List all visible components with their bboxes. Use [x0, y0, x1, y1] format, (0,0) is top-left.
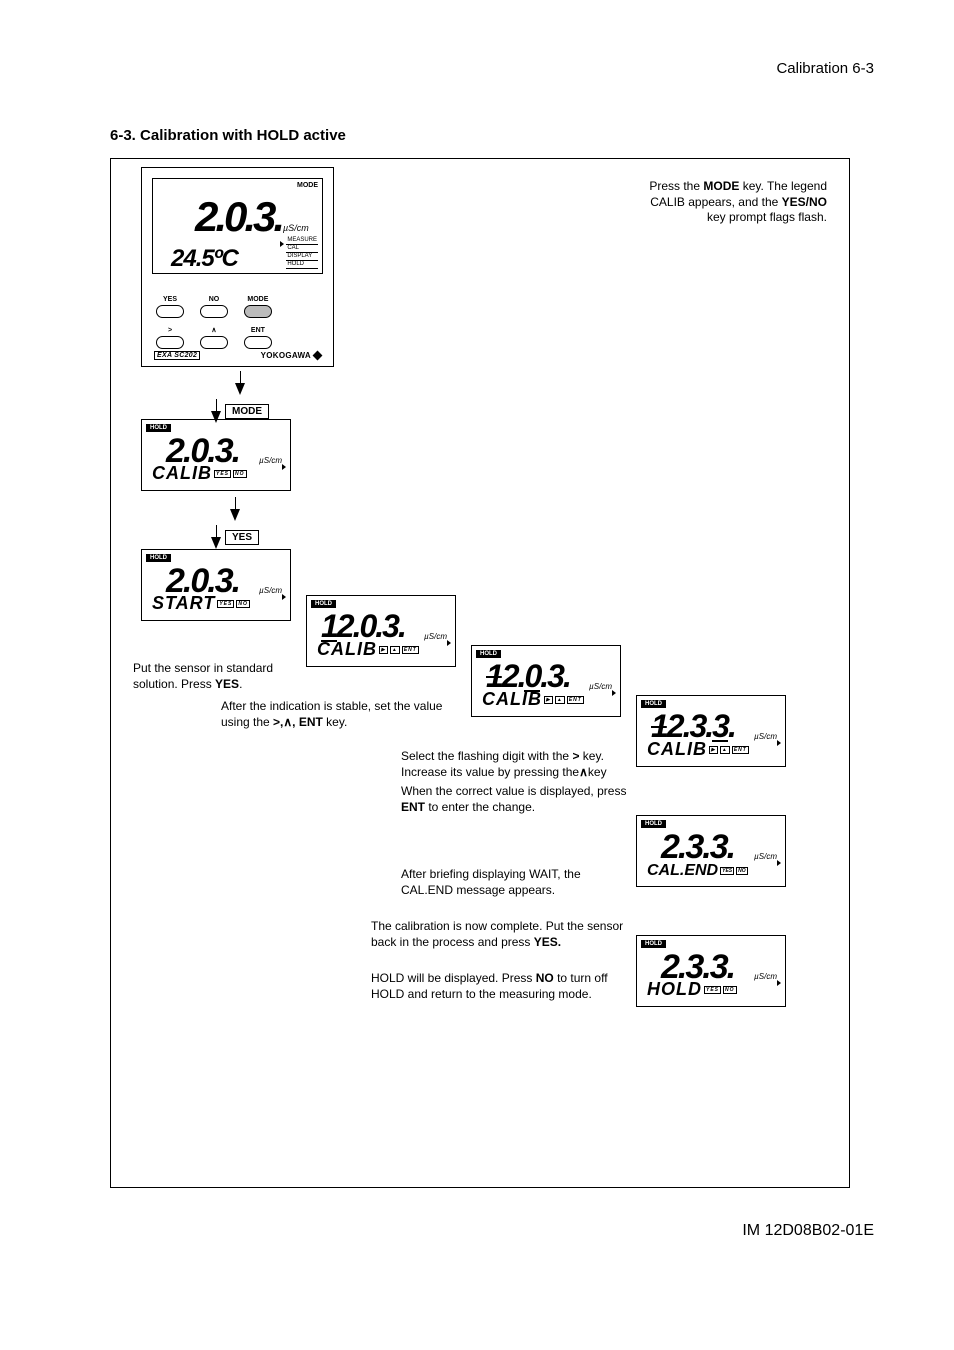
hold-tag: HOLD	[146, 424, 171, 432]
instr-hold-off: HOLD will be displayed. Press NO to turn…	[371, 971, 631, 1002]
panel-hold: HOLD 2.3.3. µS/cm HOLDYESNO	[636, 935, 786, 1007]
panel-start: HOLD 2.0.3. µS/cm STARTYESNO	[141, 549, 291, 621]
pointer-icon	[280, 241, 284, 247]
panel-second: CALIB▶▲ENT	[482, 689, 584, 710]
hold-tag: HOLD	[641, 820, 666, 828]
page-footer: IM 12D08B02-01E	[110, 1222, 874, 1240]
panel-calib-4: HOLD 12.3.3. µS/cm CALIB▶▲ENT	[636, 695, 786, 767]
ent-button[interactable]	[244, 336, 272, 349]
hold-tag: HOLD	[146, 554, 171, 562]
panel-calib-2: HOLD 12.0.3. µS/cm CALIB▶▲ENT	[306, 595, 456, 667]
panel-second: CALIBYESNO	[152, 463, 247, 484]
pointer-icon	[282, 464, 286, 470]
panel-second: CAL.ENDYESNO	[647, 862, 748, 880]
pointer-icon	[777, 980, 781, 986]
panel-unit: µS/cm	[259, 456, 282, 465]
hold-tag: HOLD	[641, 700, 666, 708]
panel-calend: HOLD 2.3.3. µS/cm CAL.ENDYESNO	[636, 815, 786, 887]
device: MODE 2.0.3. µS/cm 24.5ºC MEASURE CAL DIS…	[141, 167, 334, 367]
intro-text: Press the MODE key. The legend CALIB app…	[647, 179, 827, 226]
instr-after-stable: After the indication is stable, set the …	[221, 699, 471, 730]
mode-label: MODE	[297, 182, 318, 189]
no-button[interactable]	[200, 305, 228, 318]
device-main-value: 2.0.3.	[195, 193, 282, 241]
pointer-icon	[777, 860, 781, 866]
pointer-icon	[447, 640, 451, 646]
panel-unit: µS/cm	[754, 732, 777, 741]
panel-unit: µS/cm	[259, 586, 282, 595]
panel-second: CALIB▶▲ENT	[317, 639, 419, 660]
panel-second: HOLDYESNO	[647, 979, 737, 1000]
diamond-icon	[313, 351, 323, 361]
yes-step-label: YES	[225, 530, 259, 545]
hold-tag: HOLD	[641, 940, 666, 948]
mode-button[interactable]	[244, 305, 272, 318]
right-button[interactable]	[156, 336, 184, 349]
step-yes: YES	[211, 497, 259, 549]
panel-unit: µS/cm	[589, 682, 612, 691]
page-header: Calibration 6-3	[110, 60, 874, 77]
section-title: 6-3. Calibration with HOLD active	[110, 127, 874, 144]
up-button[interactable]	[200, 336, 228, 349]
panel-unit: µS/cm	[424, 632, 447, 641]
step-mode: MODE	[211, 371, 269, 423]
panel-calib-3: HOLD 12.0.3. µS/cm CALIB▶▲ENT	[471, 645, 621, 717]
panel-second: STARTYESNO	[152, 593, 250, 614]
device-screen: MODE 2.0.3. µS/cm 24.5ºC MEASURE CAL DIS…	[152, 178, 323, 274]
device-brand: EXA SC202 YOKOGAWA	[154, 351, 321, 360]
instr-put-sensor: Put the sensor in standard solution. Pre…	[133, 661, 298, 692]
hold-tag: HOLD	[311, 600, 336, 608]
device-side-labels: MEASURE CAL DISPLAY HOLD	[286, 237, 318, 269]
panel-calib-1: HOLD 2.0.3. µS/cm CALIBYESNO	[141, 419, 291, 491]
pointer-icon	[282, 594, 286, 600]
device-buttons: YES NO MODE > ∧ ENT	[156, 296, 319, 349]
pointer-icon	[612, 690, 616, 696]
panel-second: CALIB▶▲ENT	[647, 739, 749, 760]
instr-complete: The calibration is now complete. Put the…	[371, 919, 631, 950]
instr-select-digit: Select the flashing digit with the > key…	[401, 749, 631, 780]
panel-unit: µS/cm	[754, 972, 777, 981]
device-temp: 24.5ºC	[171, 245, 238, 273]
page: Calibration 6-3 6-3. Calibration with HO…	[0, 0, 954, 1280]
hold-tag: HOLD	[476, 650, 501, 658]
pointer-icon	[777, 740, 781, 746]
mode-step-label: MODE	[225, 404, 269, 419]
instr-wait: After briefing displaying WAIT, the CAL.…	[401, 867, 621, 898]
panel-unit: µS/cm	[754, 852, 777, 861]
device-unit: µS/cm	[283, 223, 309, 233]
instr-press-ent: When the correct value is displayed, pre…	[401, 784, 631, 815]
yes-button[interactable]	[156, 305, 184, 318]
diagram: Press the MODE key. The legend CALIB app…	[110, 158, 850, 1188]
